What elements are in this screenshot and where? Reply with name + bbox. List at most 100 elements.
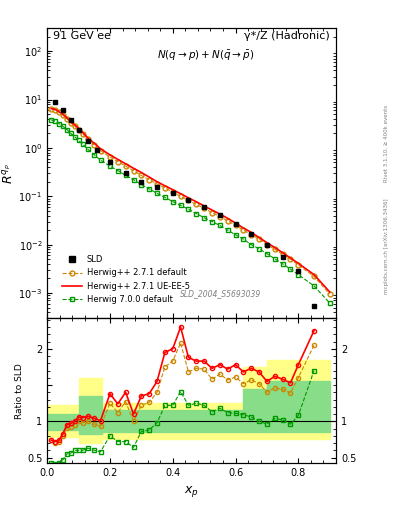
Herwig 7.0.0 default [272,255,277,262]
Herwig 7.0.0 default [217,222,222,228]
Herwig++ 2.7.1 default [225,218,230,224]
Herwig++ 2.7.1 default [249,232,253,238]
Herwig 7.0.0 default [194,210,198,217]
Herwig++ 2.7.1 UE-EE-5 [131,165,136,172]
Herwig++ 2.7.1 default [186,198,191,204]
Herwig++ 2.7.1 default [296,262,301,268]
Text: 91 GeV ee: 91 GeV ee [53,31,111,41]
Herwig 7.0.0 default [147,186,152,192]
Herwig++ 2.7.1 UE-EE-5 [257,234,261,241]
SLD [86,138,90,144]
SLD [68,117,73,123]
Y-axis label: Ratio to SLD: Ratio to SLD [15,363,24,419]
Herwig++ 2.7.1 UE-EE-5 [217,211,222,217]
SLD [312,303,316,309]
Line: Herwig++ 2.7.1 UE-EE-5: Herwig++ 2.7.1 UE-EE-5 [51,109,330,292]
Herwig++ 2.7.1 default [155,181,160,187]
Herwig++ 2.7.1 default [131,167,136,174]
Herwig++ 2.7.1 UE-EE-5 [80,130,85,136]
SLD [61,107,65,113]
Herwig 7.0.0 default [171,199,175,205]
Text: $N(q\rightarrow p)+N(\bar{q}\rightarrow \bar{p})$: $N(q\rightarrow p)+N(\bar{q}\rightarrow … [157,49,255,62]
Herwig 7.0.0 default [225,227,230,233]
Herwig++ 2.7.1 default [147,177,152,183]
Bar [47,414,79,430]
SLD [249,230,253,237]
Text: SLD_2004_S5693039: SLD_2004_S5693039 [180,289,261,298]
Bar [267,359,330,439]
Herwig++ 2.7.1 default [209,209,214,216]
Herwig 7.0.0 default [68,131,73,137]
SLD [296,268,301,274]
Herwig 7.0.0 default [202,215,206,221]
Herwig 7.0.0 default [57,120,61,126]
Herwig++ 2.7.1 default [327,291,332,297]
Herwig++ 2.7.1 UE-EE-5 [49,105,53,112]
SLD [139,179,144,185]
Herwig++ 2.7.1 default [280,251,285,258]
Herwig 7.0.0 default [123,173,128,179]
Herwig++ 2.7.1 UE-EE-5 [312,271,316,278]
Herwig 7.0.0 default [155,190,160,197]
Bar [79,378,102,443]
Herwig 7.0.0 default [92,152,97,158]
Herwig++ 2.7.1 default [178,193,183,199]
Herwig++ 2.7.1 default [98,147,103,154]
Herwig 7.0.0 default [241,236,246,242]
Herwig++ 2.7.1 UE-EE-5 [98,146,103,152]
Herwig++ 2.7.1 UE-EE-5 [280,250,285,256]
Herwig++ 2.7.1 default [68,120,73,126]
X-axis label: $x_p$: $x_p$ [184,484,199,499]
SLD [233,221,238,227]
Herwig++ 2.7.1 default [171,189,175,196]
Herwig++ 2.7.1 default [57,109,61,115]
Herwig++ 2.7.1 UE-EE-5 [225,215,230,221]
Herwig 7.0.0 default [249,242,253,248]
Herwig++ 2.7.1 default [92,142,97,148]
Herwig++ 2.7.1 default [49,105,53,112]
Herwig 7.0.0 default [288,266,293,272]
Herwig++ 2.7.1 UE-EE-5 [249,229,253,236]
Herwig++ 2.7.1 UE-EE-5 [53,106,57,112]
Herwig 7.0.0 default [233,232,238,238]
Herwig++ 2.7.1 default [139,173,144,179]
Herwig 7.0.0 default [264,251,269,257]
Herwig 7.0.0 default [296,271,301,278]
Line: SLD: SLD [53,100,316,308]
Herwig++ 2.7.1 UE-EE-5 [327,289,332,295]
Herwig++ 2.7.1 UE-EE-5 [171,186,175,193]
Herwig++ 2.7.1 default [202,205,206,211]
Herwig 7.0.0 default [139,181,144,187]
SLD [217,211,222,218]
Herwig 7.0.0 default [257,246,261,252]
Herwig++ 2.7.1 UE-EE-5 [209,207,214,213]
Herwig++ 2.7.1 UE-EE-5 [163,183,167,189]
Text: γ*/Z (Hadronic): γ*/Z (Hadronic) [244,31,330,41]
Herwig++ 2.7.1 default [272,246,277,252]
Herwig++ 2.7.1 UE-EE-5 [178,190,183,197]
Text: mcplots.cern.ch [arXiv:1306.3436]: mcplots.cern.ch [arXiv:1306.3436] [384,198,389,293]
SLD [171,190,175,197]
Herwig++ 2.7.1 default [163,185,167,191]
Herwig++ 2.7.1 UE-EE-5 [86,135,90,141]
Herwig++ 2.7.1 default [194,201,198,207]
Text: Rivet 3.1.10, ≥ 400k events: Rivet 3.1.10, ≥ 400k events [384,105,389,182]
SLD [155,184,160,190]
Herwig++ 2.7.1 UE-EE-5 [116,156,120,162]
Herwig 7.0.0 default [108,163,112,169]
Herwig 7.0.0 default [49,117,53,123]
SLD [95,147,100,153]
Herwig++ 2.7.1 default [233,222,238,228]
Legend: SLD, Herwig++ 2.7.1 default, Herwig++ 2.7.1 UE-EE-5, Herwig 7.0.0 default: SLD, Herwig++ 2.7.1 default, Herwig++ 2.… [60,253,191,306]
SLD [76,126,81,133]
Herwig++ 2.7.1 default [116,159,120,165]
Herwig++ 2.7.1 default [241,227,246,233]
Herwig++ 2.7.1 default [123,163,128,169]
Herwig++ 2.7.1 default [64,116,69,122]
Herwig 7.0.0 default [131,177,136,183]
Herwig 7.0.0 default [98,157,103,163]
Herwig 7.0.0 default [53,118,57,124]
Herwig++ 2.7.1 UE-EE-5 [61,111,65,117]
Herwig++ 2.7.1 UE-EE-5 [108,152,112,158]
Herwig 7.0.0 default [86,146,90,153]
